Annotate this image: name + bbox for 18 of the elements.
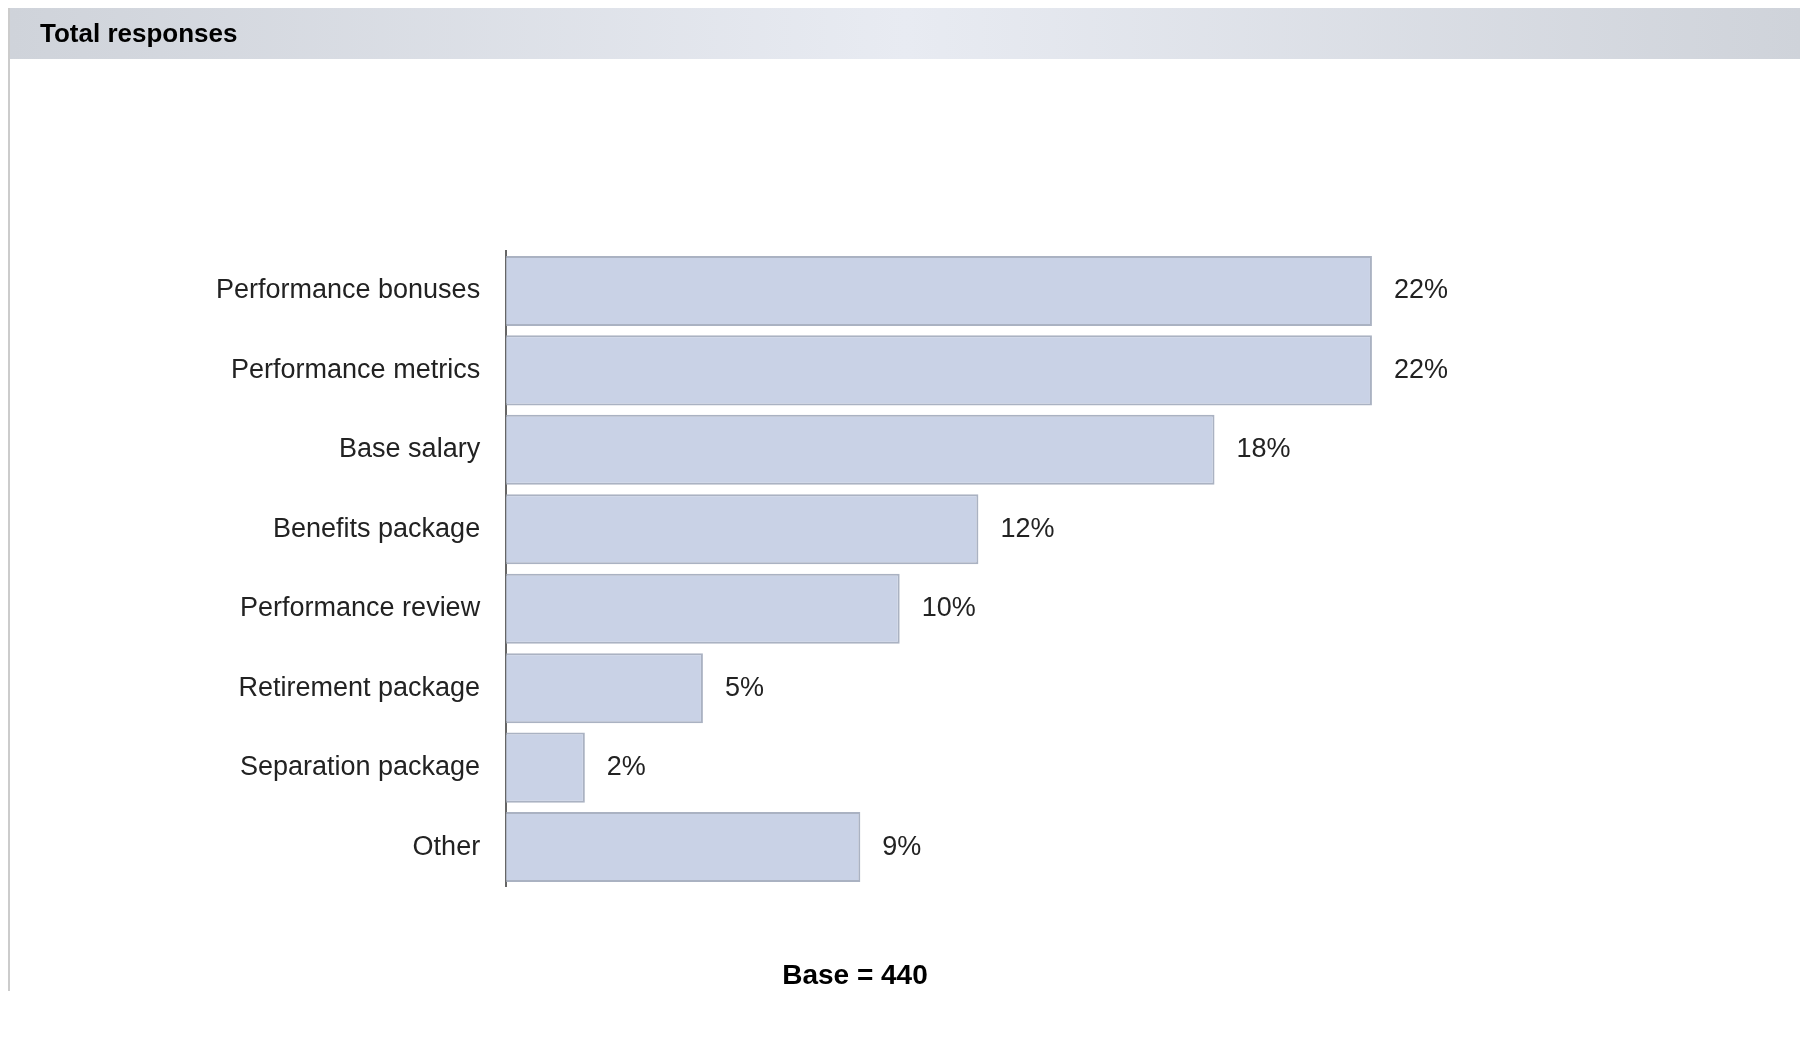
data-label: 5%: [724, 671, 764, 702]
y-tick-label: Performance metrics: [231, 353, 481, 384]
y-tick-label: Benefits package: [273, 512, 481, 543]
y-tick-label: Retirement package: [238, 671, 481, 702]
y-tick-label: Performance review: [240, 592, 481, 623]
text: Total responses: [10, 8, 1800, 59]
y-tick-label: Other: [412, 830, 481, 861]
y-tick-label: Base salary: [339, 433, 481, 464]
data-label: 22%: [1393, 353, 1448, 384]
data-label: 22%: [1393, 274, 1448, 305]
y-tick-label: Performance bonuses: [215, 274, 481, 305]
y-tick-label: Separation package: [239, 751, 481, 782]
data-label: 10%: [921, 592, 976, 623]
text: Base = 440: [781, 959, 929, 991]
data-label: 18%: [1236, 433, 1291, 464]
data-label: 12%: [1000, 512, 1055, 543]
data-label: 2%: [606, 751, 646, 782]
data-label: 9%: [882, 830, 922, 861]
